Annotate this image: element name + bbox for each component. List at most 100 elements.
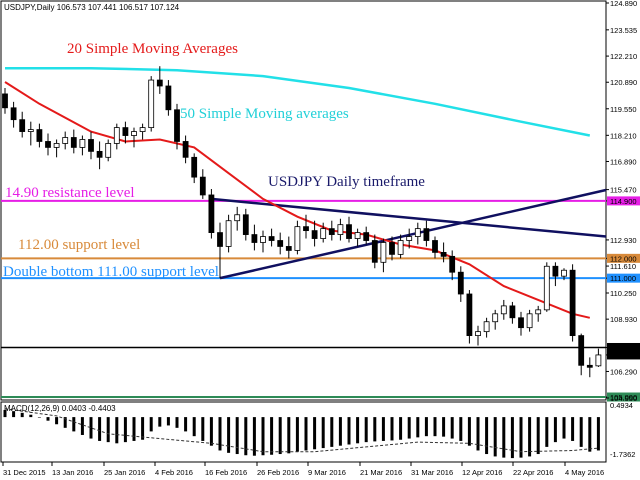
candle [303,214,309,239]
candle-body-bear [285,246,292,251]
candle-body-bear [578,335,585,366]
candle-body-bull [543,265,550,311]
candle-body-bull [354,232,361,239]
candle [492,309,499,330]
candle [217,222,223,279]
candle-body-bear [2,93,8,109]
macd-label: MACD(12,26,9) 0.0403 -0.4403 [4,404,116,413]
candle-body-bull [414,228,421,237]
y-tick-label: 110.250 [610,289,637,298]
macd-bar [493,417,497,457]
ascending-trendline [219,188,607,280]
y-tick-label: 111.610 [610,262,636,271]
candle-body-bear [518,317,524,329]
x-tick-label: 4 May 2016 [565,468,604,477]
price-label-box [607,273,640,283]
candle [260,230,266,253]
candle-body-bear [88,139,94,152]
candle-body-bull [397,240,404,255]
candle-body-bear [303,226,309,232]
macd-bar [72,417,76,432]
candle-body-bear [552,265,559,277]
macd-tick-label: -1.7362 [610,450,635,459]
candle-body-bull [105,143,112,158]
candle [328,220,335,241]
candle [251,224,258,251]
price-label-box [607,392,640,402]
candle-body-bull [483,321,490,333]
candle-body-bear [586,364,593,368]
candle [337,218,344,241]
macd-bar [313,417,317,450]
candle [199,169,206,199]
candle-body-bear [466,293,473,337]
macd-bar [545,417,549,447]
macd-bar [502,417,506,458]
candle-body-bear [457,271,464,295]
candle-body-bear [242,214,249,235]
macd-pane-frame [0,401,607,463]
y-tick-label: 105.000 [610,393,637,402]
candle-body-bear [363,232,370,241]
candle-body-bear [277,240,284,247]
macd-bar [390,417,394,441]
y-tick-label: 122.210 [610,52,637,61]
symbol-header: USDJPY,Daily 106.573 107.441 106.517 107… [4,3,180,12]
y-tick-label: 111.000 [610,274,636,283]
x-tick-label: 4 Feb 2016 [155,468,193,477]
candle [543,262,550,312]
candle-body-bull [234,214,241,222]
candle [363,226,370,245]
macd-layer [3,408,600,459]
candle [509,301,516,324]
candle [234,206,241,231]
candle-body-bear [217,232,223,247]
candle-body-bear [328,228,335,235]
candle-body-bull [53,143,60,148]
macd-bar [149,417,153,432]
y-tick-label: 119.550 [610,105,637,114]
candle-body-bear [165,85,172,111]
candle-body-bull [475,331,481,337]
y-tick-label: 107.124 [610,351,637,360]
macd-bar [407,417,411,439]
candle-body-bull [492,313,499,323]
macd-bar [244,417,248,456]
support-111-annotation: Double bottom 111.00 support level [3,264,219,280]
candle [2,87,8,114]
candle-body-bear [251,234,258,243]
candle-body-bear [191,156,198,178]
candle-body-bear [45,141,51,148]
candle [294,220,301,255]
macd-signal-line [4,408,599,453]
y-tick-label: 114.900 [610,197,637,206]
candle-body-bull [406,236,413,241]
candle-body-bear [208,194,215,233]
macd-bar [141,417,145,440]
candle-body-bear [10,107,17,121]
macd-bar [218,417,222,451]
candle [380,238,387,273]
time-axis: 31 Dec 2015 13 Jan 2016 25 Jan 2016 4 Feb 2… [2,462,604,477]
candle-body-bull [225,220,232,247]
candle [36,123,43,148]
candle [432,236,438,259]
macd-bar [364,417,368,443]
candle [389,236,395,261]
candle-body-bear [96,150,103,158]
price-label-box [607,196,640,206]
candle [569,264,576,342]
candle [466,290,473,344]
macd-bar [12,411,16,418]
candle-body-bear [122,127,129,136]
candle-body-bull [337,224,344,235]
macd-bar [528,417,532,457]
macd-bar [132,417,136,441]
macd-bar [55,417,59,425]
timeframe-annotation: USDJPY Daily timeframe [268,174,425,190]
sma50-line [5,66,591,137]
y-tick-label: 108.930 [610,315,637,324]
candle [165,80,172,116]
candle [10,101,17,128]
macd-bar [485,417,489,455]
